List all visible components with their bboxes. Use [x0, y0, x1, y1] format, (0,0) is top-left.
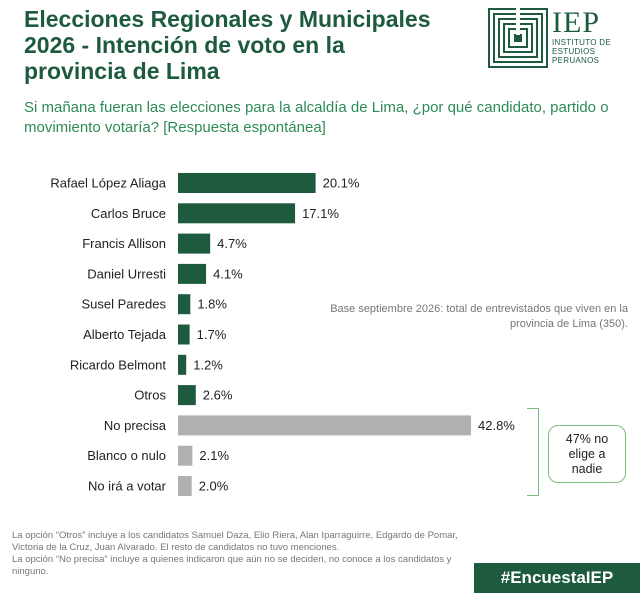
bar [178, 385, 196, 406]
bar [178, 294, 191, 315]
base-note: Base septiembre 2026: total de entrevist… [330, 303, 628, 330]
value-label: 42.8% [478, 418, 515, 433]
category-label: Francis Allison [82, 236, 166, 251]
value-label: 2.6% [203, 388, 233, 403]
bar [178, 233, 211, 254]
category-label: Otros [134, 388, 166, 403]
logo-name: IEP [552, 6, 600, 39]
logo-line3: PERUANOS [552, 56, 600, 65]
bar [178, 354, 187, 375]
callout-box: 47% no elige a nadie [548, 425, 626, 483]
callout-bracket [527, 408, 539, 496]
iep-maze-logo-icon [488, 8, 548, 68]
category-label: No irá a votar [88, 479, 167, 494]
category-label: Susel Paredes [81, 297, 166, 312]
category-label: Alberto Tejada [83, 327, 167, 342]
footnote-line1: La opción “Otros” incluye a los candidat… [12, 530, 458, 553]
value-label: 1.7% [197, 327, 227, 342]
logo-line1: INSTITUTO DE [552, 38, 612, 47]
bar [178, 263, 207, 284]
value-label: 4.1% [213, 266, 243, 281]
value-label: 1.8% [197, 297, 227, 312]
category-label: Rafael López Aliaga [50, 176, 166, 191]
bar [178, 324, 190, 345]
logo-line2: ESTUDIOS [552, 47, 596, 56]
bar [178, 445, 193, 466]
bar [178, 203, 296, 224]
chart-subtitle: Si mañana fueran las elecciones para la … [24, 99, 609, 136]
bar [178, 173, 316, 193]
bar [178, 476, 192, 496]
footnote-line2: La opción “No precisa” incluye a quienes… [12, 554, 452, 577]
value-label: 2.1% [199, 448, 229, 463]
category-label: Blanco o nulo [87, 448, 166, 463]
value-label: 17.1% [302, 206, 339, 221]
hashtag-badge: #EncuestaIEP [474, 563, 640, 593]
bar-chart: Rafael López Aliaga 20.1% Carlos Bruce 17.1… [50, 173, 515, 496]
category-label: Carlos Bruce [91, 206, 166, 221]
category-label: Ricardo Belmont [70, 357, 166, 372]
value-label: 2.0% [199, 479, 229, 494]
category-label: No precisa [104, 418, 167, 433]
value-label: 4.7% [217, 236, 247, 251]
logo-text: IEP INSTITUTO DE ESTUDIOS PERUANOS [552, 6, 612, 66]
value-label: 1.2% [193, 357, 223, 372]
value-label: 20.1% [323, 176, 360, 191]
bar [178, 415, 471, 436]
page-title: Elecciones Regionales y Municipales 2026… [24, 6, 431, 84]
footnote: La opción “Otros” incluye a los candidat… [12, 530, 472, 578]
category-label: Daniel Urresti [87, 266, 166, 281]
